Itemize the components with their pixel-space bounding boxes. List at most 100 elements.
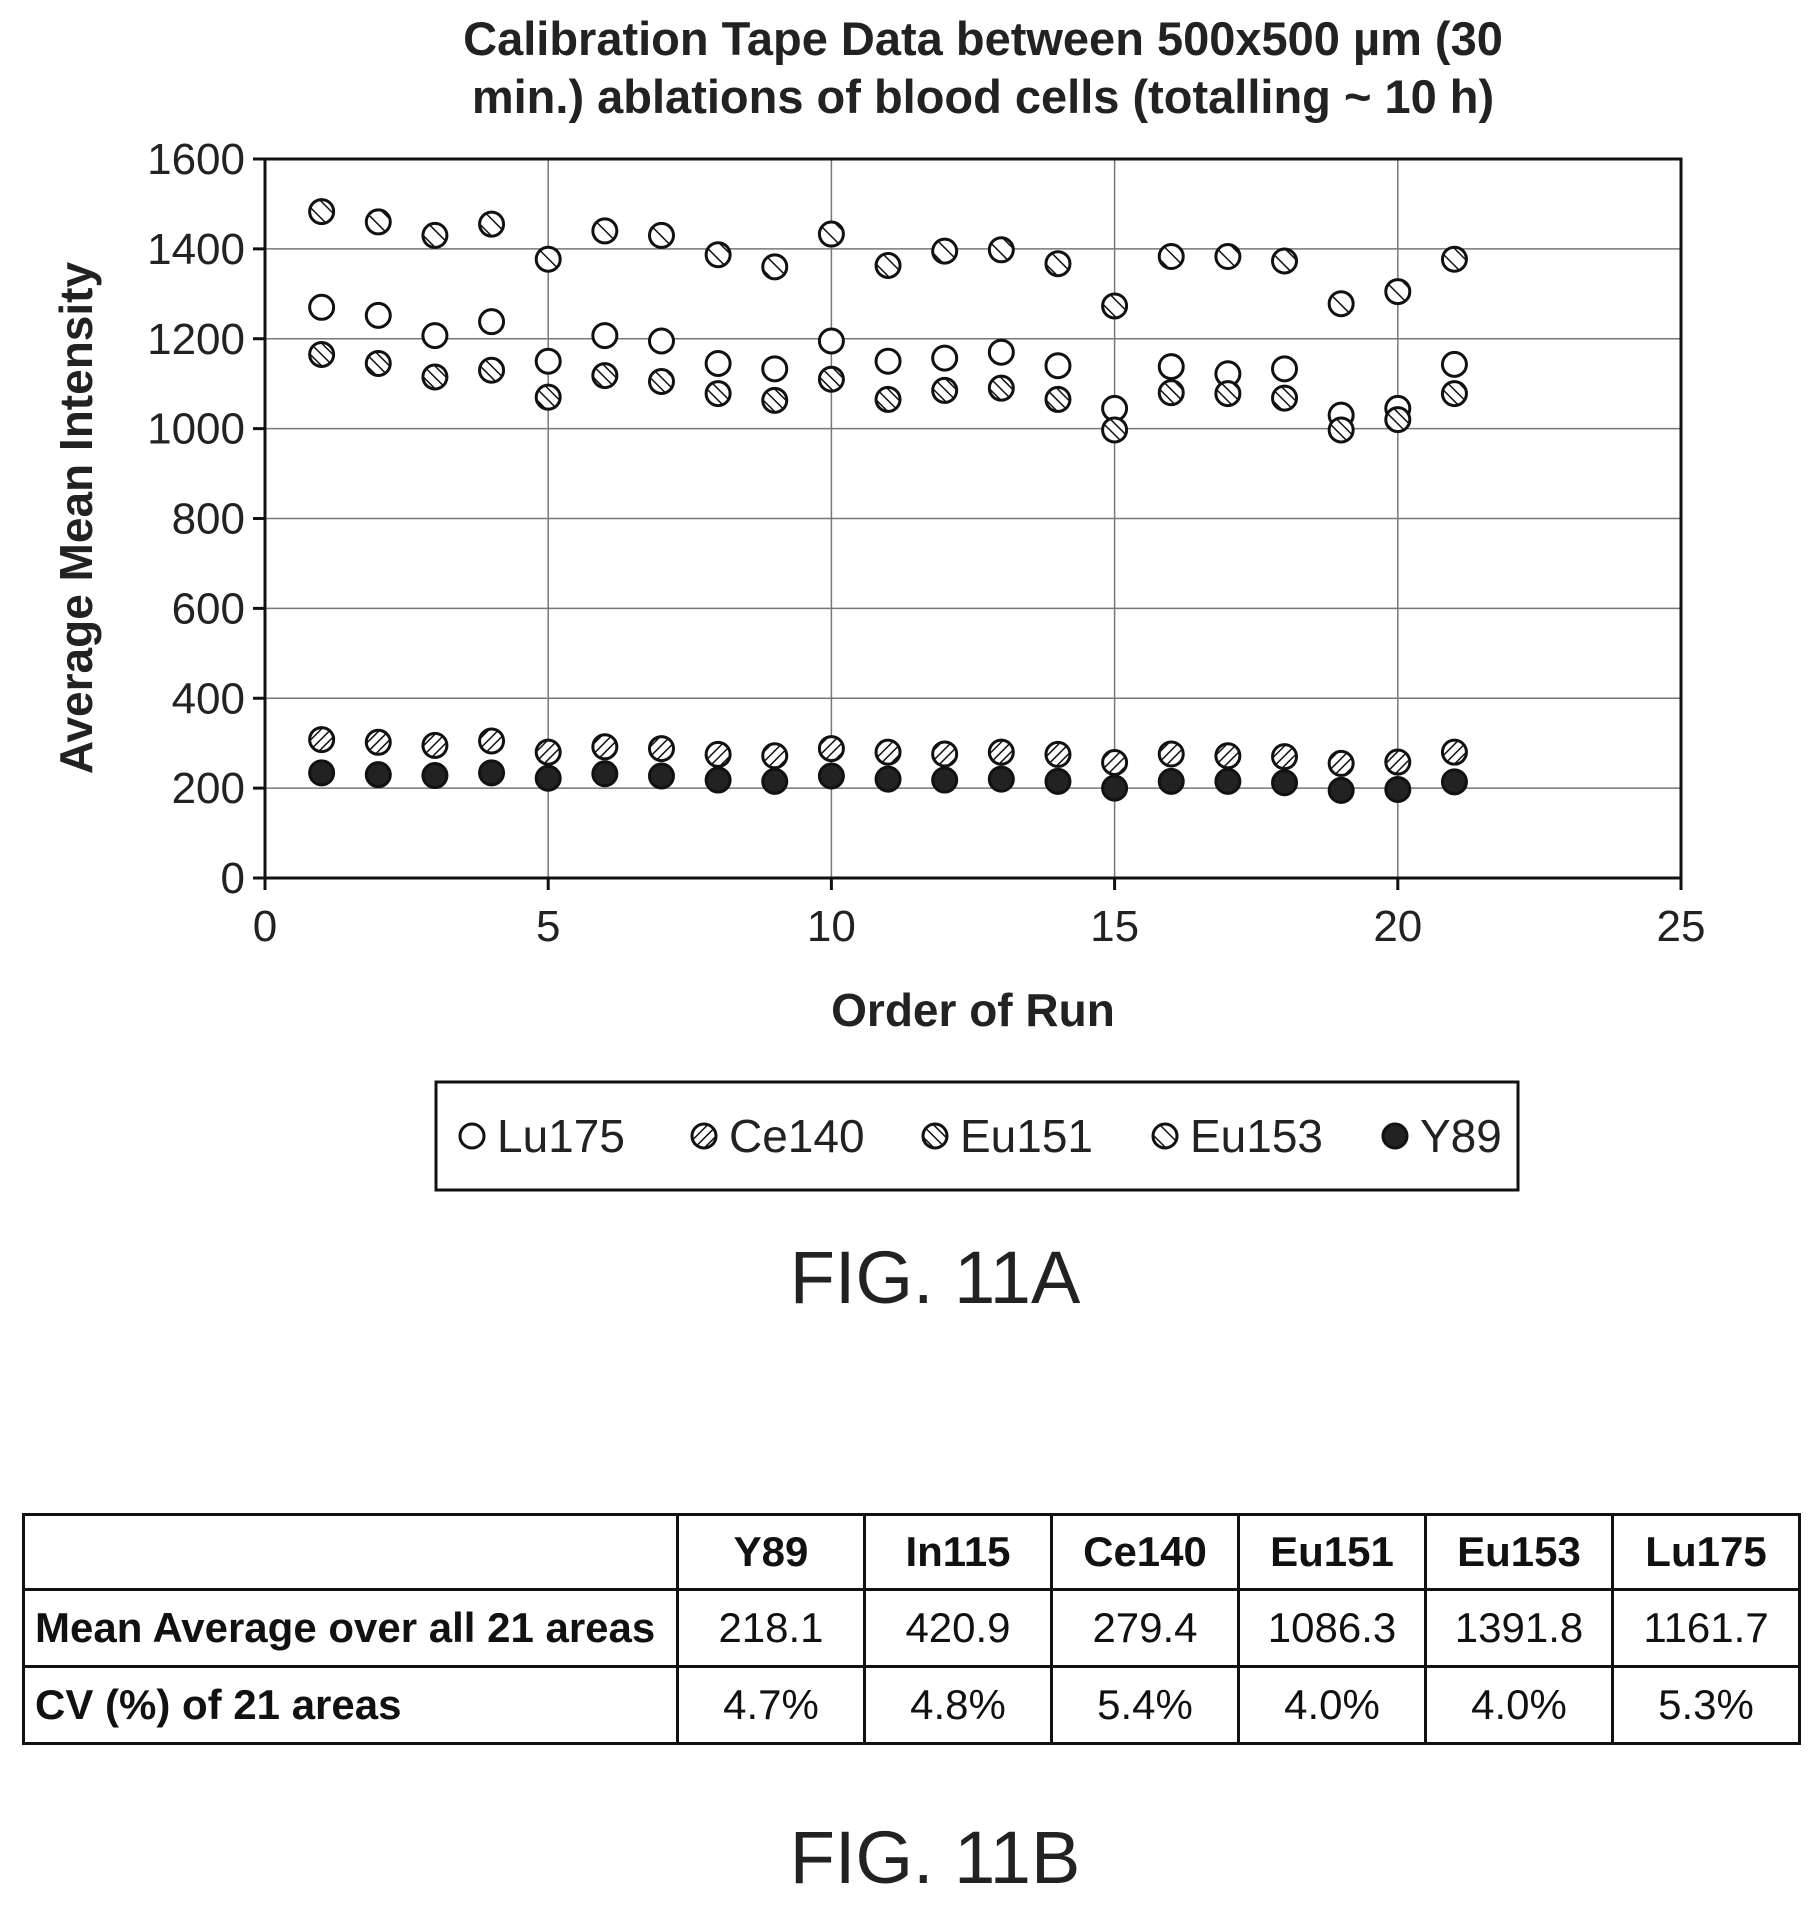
point-eu153 bbox=[1440, 245, 1468, 273]
x-tick-label: 15 bbox=[1090, 902, 1139, 951]
point-lu175 bbox=[1271, 355, 1299, 383]
point-lu175 bbox=[761, 355, 789, 383]
point-eu151 bbox=[364, 349, 392, 377]
table-cell: 4.0% bbox=[1424, 1665, 1614, 1745]
point-ce140 bbox=[1214, 742, 1242, 770]
table-row: CV (%) of 21 areas 4.7% 4.8% 5.4% 4.0% 4… bbox=[22, 1665, 1801, 1745]
point-ce140 bbox=[647, 735, 675, 763]
point-lu175 bbox=[1440, 350, 1468, 378]
point-eu151 bbox=[534, 383, 562, 411]
table-row-label: Mean Average over all 21 areas bbox=[22, 1588, 679, 1668]
point-y89 bbox=[761, 767, 789, 795]
statistics-table: Y89 In115 Ce140 Eu151 Eu153 Lu175 Mean A… bbox=[22, 1513, 1801, 1745]
table-cell: 4.0% bbox=[1237, 1665, 1427, 1745]
point-eu153 bbox=[817, 220, 845, 248]
legend-marker-y89 bbox=[1381, 1122, 1409, 1150]
y-tick-label: 1400 bbox=[147, 225, 245, 274]
point-ce140 bbox=[1271, 743, 1299, 771]
legend-label-eu153: Eu153 bbox=[1190, 1110, 1323, 1162]
point-y89 bbox=[931, 766, 959, 794]
point-y89 bbox=[364, 761, 392, 789]
point-y89 bbox=[1101, 774, 1129, 802]
point-lu175 bbox=[478, 308, 506, 336]
y-tick-label: 200 bbox=[172, 764, 245, 813]
point-lu175 bbox=[817, 327, 845, 355]
point-eu151 bbox=[1327, 416, 1355, 444]
scatter-chart: Calibration Tape Data between 500x500 µm… bbox=[50, 12, 1705, 1192]
x-axis-label: Order of Run bbox=[831, 984, 1115, 1036]
point-y89 bbox=[1384, 775, 1412, 803]
point-eu153 bbox=[308, 198, 336, 226]
point-y89 bbox=[987, 765, 1015, 793]
table-header-row: Y89 In115 Ce140 Eu151 Eu153 Lu175 bbox=[22, 1513, 1801, 1591]
y-tick-label: 1600 bbox=[147, 135, 245, 184]
point-lu175 bbox=[308, 293, 336, 321]
table-header-cell: Eu153 bbox=[1424, 1513, 1614, 1591]
point-eu153 bbox=[987, 236, 1015, 264]
point-eu151 bbox=[1271, 384, 1299, 412]
table-header-cell bbox=[22, 1513, 679, 1591]
point-eu153 bbox=[761, 253, 789, 281]
point-y89 bbox=[704, 766, 732, 794]
point-ce140 bbox=[1440, 738, 1468, 766]
point-ce140 bbox=[1384, 748, 1412, 776]
legend-marker-lu175 bbox=[458, 1122, 486, 1150]
point-eu151 bbox=[817, 365, 845, 393]
point-lu175 bbox=[931, 344, 959, 372]
point-y89 bbox=[421, 762, 449, 790]
point-lu175 bbox=[987, 338, 1015, 366]
table-header-cell: Ce140 bbox=[1050, 1513, 1240, 1591]
point-eu153 bbox=[1214, 243, 1242, 271]
legend-label-y89: Y89 bbox=[1420, 1110, 1502, 1162]
point-eu153 bbox=[534, 245, 562, 273]
x-tick-label: 10 bbox=[807, 902, 856, 951]
chart-title-line-1: Calibration Tape Data between 500x500 µm… bbox=[463, 12, 1503, 65]
point-eu151 bbox=[1044, 385, 1072, 413]
data-points bbox=[308, 198, 1468, 804]
point-ce140 bbox=[1327, 749, 1355, 777]
point-eu153 bbox=[1327, 290, 1355, 318]
point-eu153 bbox=[1384, 278, 1412, 306]
table-cell: 5.3% bbox=[1611, 1665, 1801, 1745]
table-header-cell: Y89 bbox=[676, 1513, 866, 1591]
point-eu151 bbox=[874, 385, 902, 413]
point-ce140 bbox=[421, 731, 449, 759]
point-eu151 bbox=[987, 374, 1015, 402]
point-lu175 bbox=[591, 322, 619, 350]
point-y89 bbox=[1271, 769, 1299, 797]
point-eu151 bbox=[647, 367, 675, 395]
point-eu151 bbox=[478, 356, 506, 384]
point-eu153 bbox=[478, 210, 506, 238]
point-ce140 bbox=[308, 726, 336, 754]
grid-lines bbox=[265, 159, 1681, 878]
axis-ticks: 0 200 400 600 800 1000 1200 1400 1600 0 5 10 15 20 25 bbox=[147, 135, 1705, 951]
point-lu175 bbox=[364, 301, 392, 329]
point-ce140 bbox=[1157, 740, 1185, 768]
point-eu153 bbox=[1101, 292, 1129, 320]
point-ce140 bbox=[364, 728, 392, 756]
y-tick-label: 0 bbox=[221, 854, 245, 903]
point-ce140 bbox=[931, 740, 959, 768]
table-cell: 279.4 bbox=[1050, 1588, 1240, 1668]
point-eu151 bbox=[704, 380, 732, 408]
point-y89 bbox=[534, 764, 562, 792]
figure-label-11b: FIG. 11B bbox=[789, 1816, 1081, 1899]
table-cell: 218.1 bbox=[676, 1588, 866, 1668]
point-eu153 bbox=[421, 221, 449, 249]
table-cell: 420.9 bbox=[863, 1588, 1053, 1668]
legend: Lu175 Ce140 Eu151 Eu153 Y89 bbox=[434, 1080, 1520, 1192]
point-eu151 bbox=[931, 376, 959, 404]
table-cell: 5.4% bbox=[1050, 1665, 1240, 1745]
point-eu151 bbox=[421, 363, 449, 391]
point-y89 bbox=[591, 760, 619, 788]
point-lu175 bbox=[704, 349, 732, 377]
point-ce140 bbox=[1044, 740, 1072, 768]
point-eu153 bbox=[647, 221, 675, 249]
point-ce140 bbox=[704, 740, 732, 768]
y-tick-label: 600 bbox=[172, 584, 245, 633]
point-eu153 bbox=[874, 252, 902, 280]
y-tick-label: 1200 bbox=[147, 315, 245, 364]
point-eu151 bbox=[1214, 380, 1242, 408]
y-tick-label: 1000 bbox=[147, 405, 245, 454]
point-lu175 bbox=[1157, 353, 1185, 381]
